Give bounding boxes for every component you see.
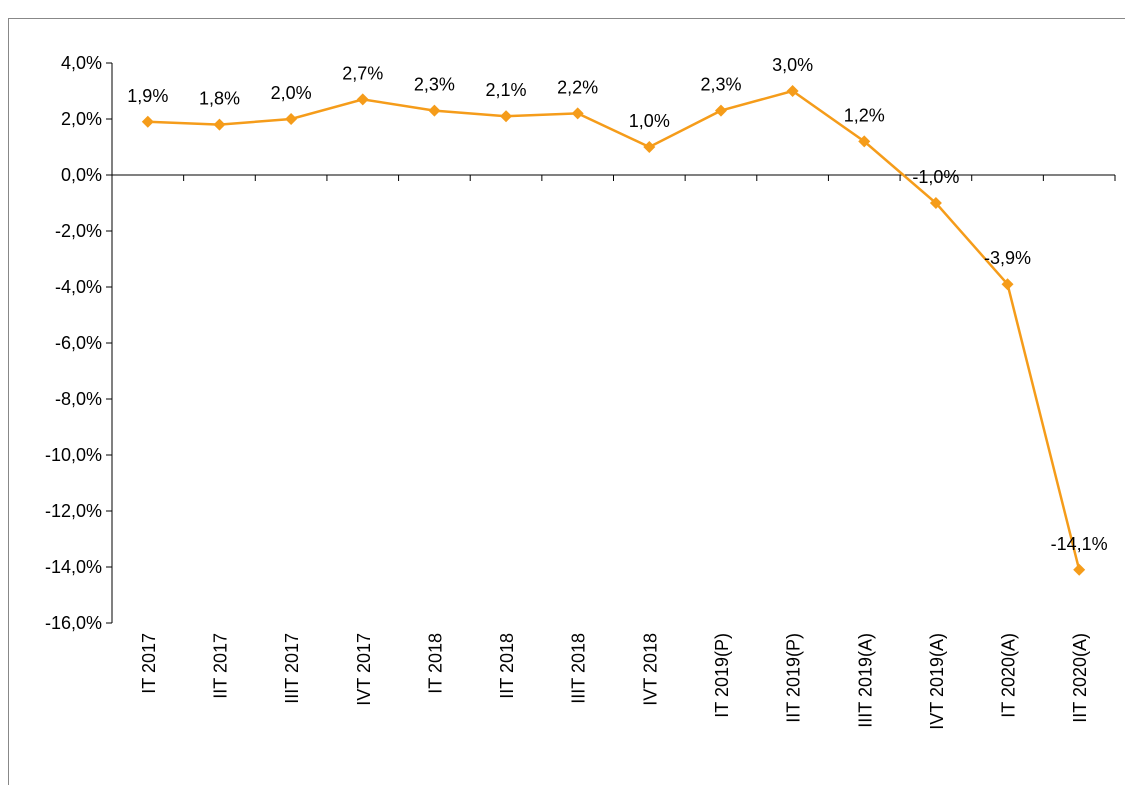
y-tick-label: 4,0% [61,53,102,73]
value-label: 1,2% [844,105,885,125]
data-point [786,85,799,97]
data-point [141,115,154,128]
data-point [1073,563,1086,576]
value-label: 1,9% [127,86,168,106]
x-tick-label: IIT 2020(A) [1070,633,1090,723]
y-tick-label: -8,0% [55,389,102,409]
data-point [571,107,584,120]
data-point [428,104,441,117]
x-tick-label: IIT 2018 [497,633,517,699]
y-tick-label: 0,0% [61,165,102,185]
value-label: 3,0% [772,55,813,75]
value-label: 1,8% [199,89,240,109]
value-label: 2,0% [271,83,312,103]
x-tick-label: IT 2019(P) [712,633,732,718]
data-point [356,93,369,106]
y-tick-label: 2,0% [61,109,102,129]
x-tick-label: IVT 2017 [354,633,374,706]
x-tick-label: IIIT 2017 [282,633,302,704]
y-tick-label: -10,0% [45,445,102,465]
data-point [714,104,727,117]
data-point [500,110,513,123]
value-label: 2,3% [414,75,455,95]
value-label: 2,1% [486,80,527,100]
y-tick-label: -12,0% [45,501,102,521]
data-line [147,89,1081,571]
data-point [213,118,226,131]
x-tick-label: IT 2017 [139,633,159,694]
y-tick-label: -16,0% [45,613,102,633]
data-point [1001,278,1014,291]
x-tick-label: IIIT 2018 [569,633,589,704]
chart-border [8,18,1125,785]
value-label: -3,9% [984,248,1031,268]
value-label: 2,7% [342,63,383,83]
data-point [929,197,942,209]
data-point [643,141,656,153]
data-point [285,113,298,125]
x-tick-label: IIIT 2019(A) [855,633,875,728]
x-tick-label: IIT 2017 [210,633,230,699]
y-tick-label: -2,0% [55,221,102,241]
x-tick-label: IT 2018 [425,633,445,694]
x-tick-label: IVT 2019(A) [927,633,947,730]
value-label: 1,0% [629,111,670,131]
y-tick-label: -6,0% [55,333,102,353]
x-tick-label: IVT 2018 [640,633,660,706]
x-tick-label: IT 2020(A) [999,633,1019,718]
y-tick-label: -14,0% [45,557,102,577]
x-tick-label: IIT 2019(P) [784,633,804,723]
y-tick-label: -4,0% [55,277,102,297]
value-label: -14,1% [1051,534,1108,554]
value-label: 2,2% [557,77,598,97]
data-point [858,135,871,148]
value-label: -1,0% [912,167,959,187]
value-label: 2,3% [700,75,741,95]
